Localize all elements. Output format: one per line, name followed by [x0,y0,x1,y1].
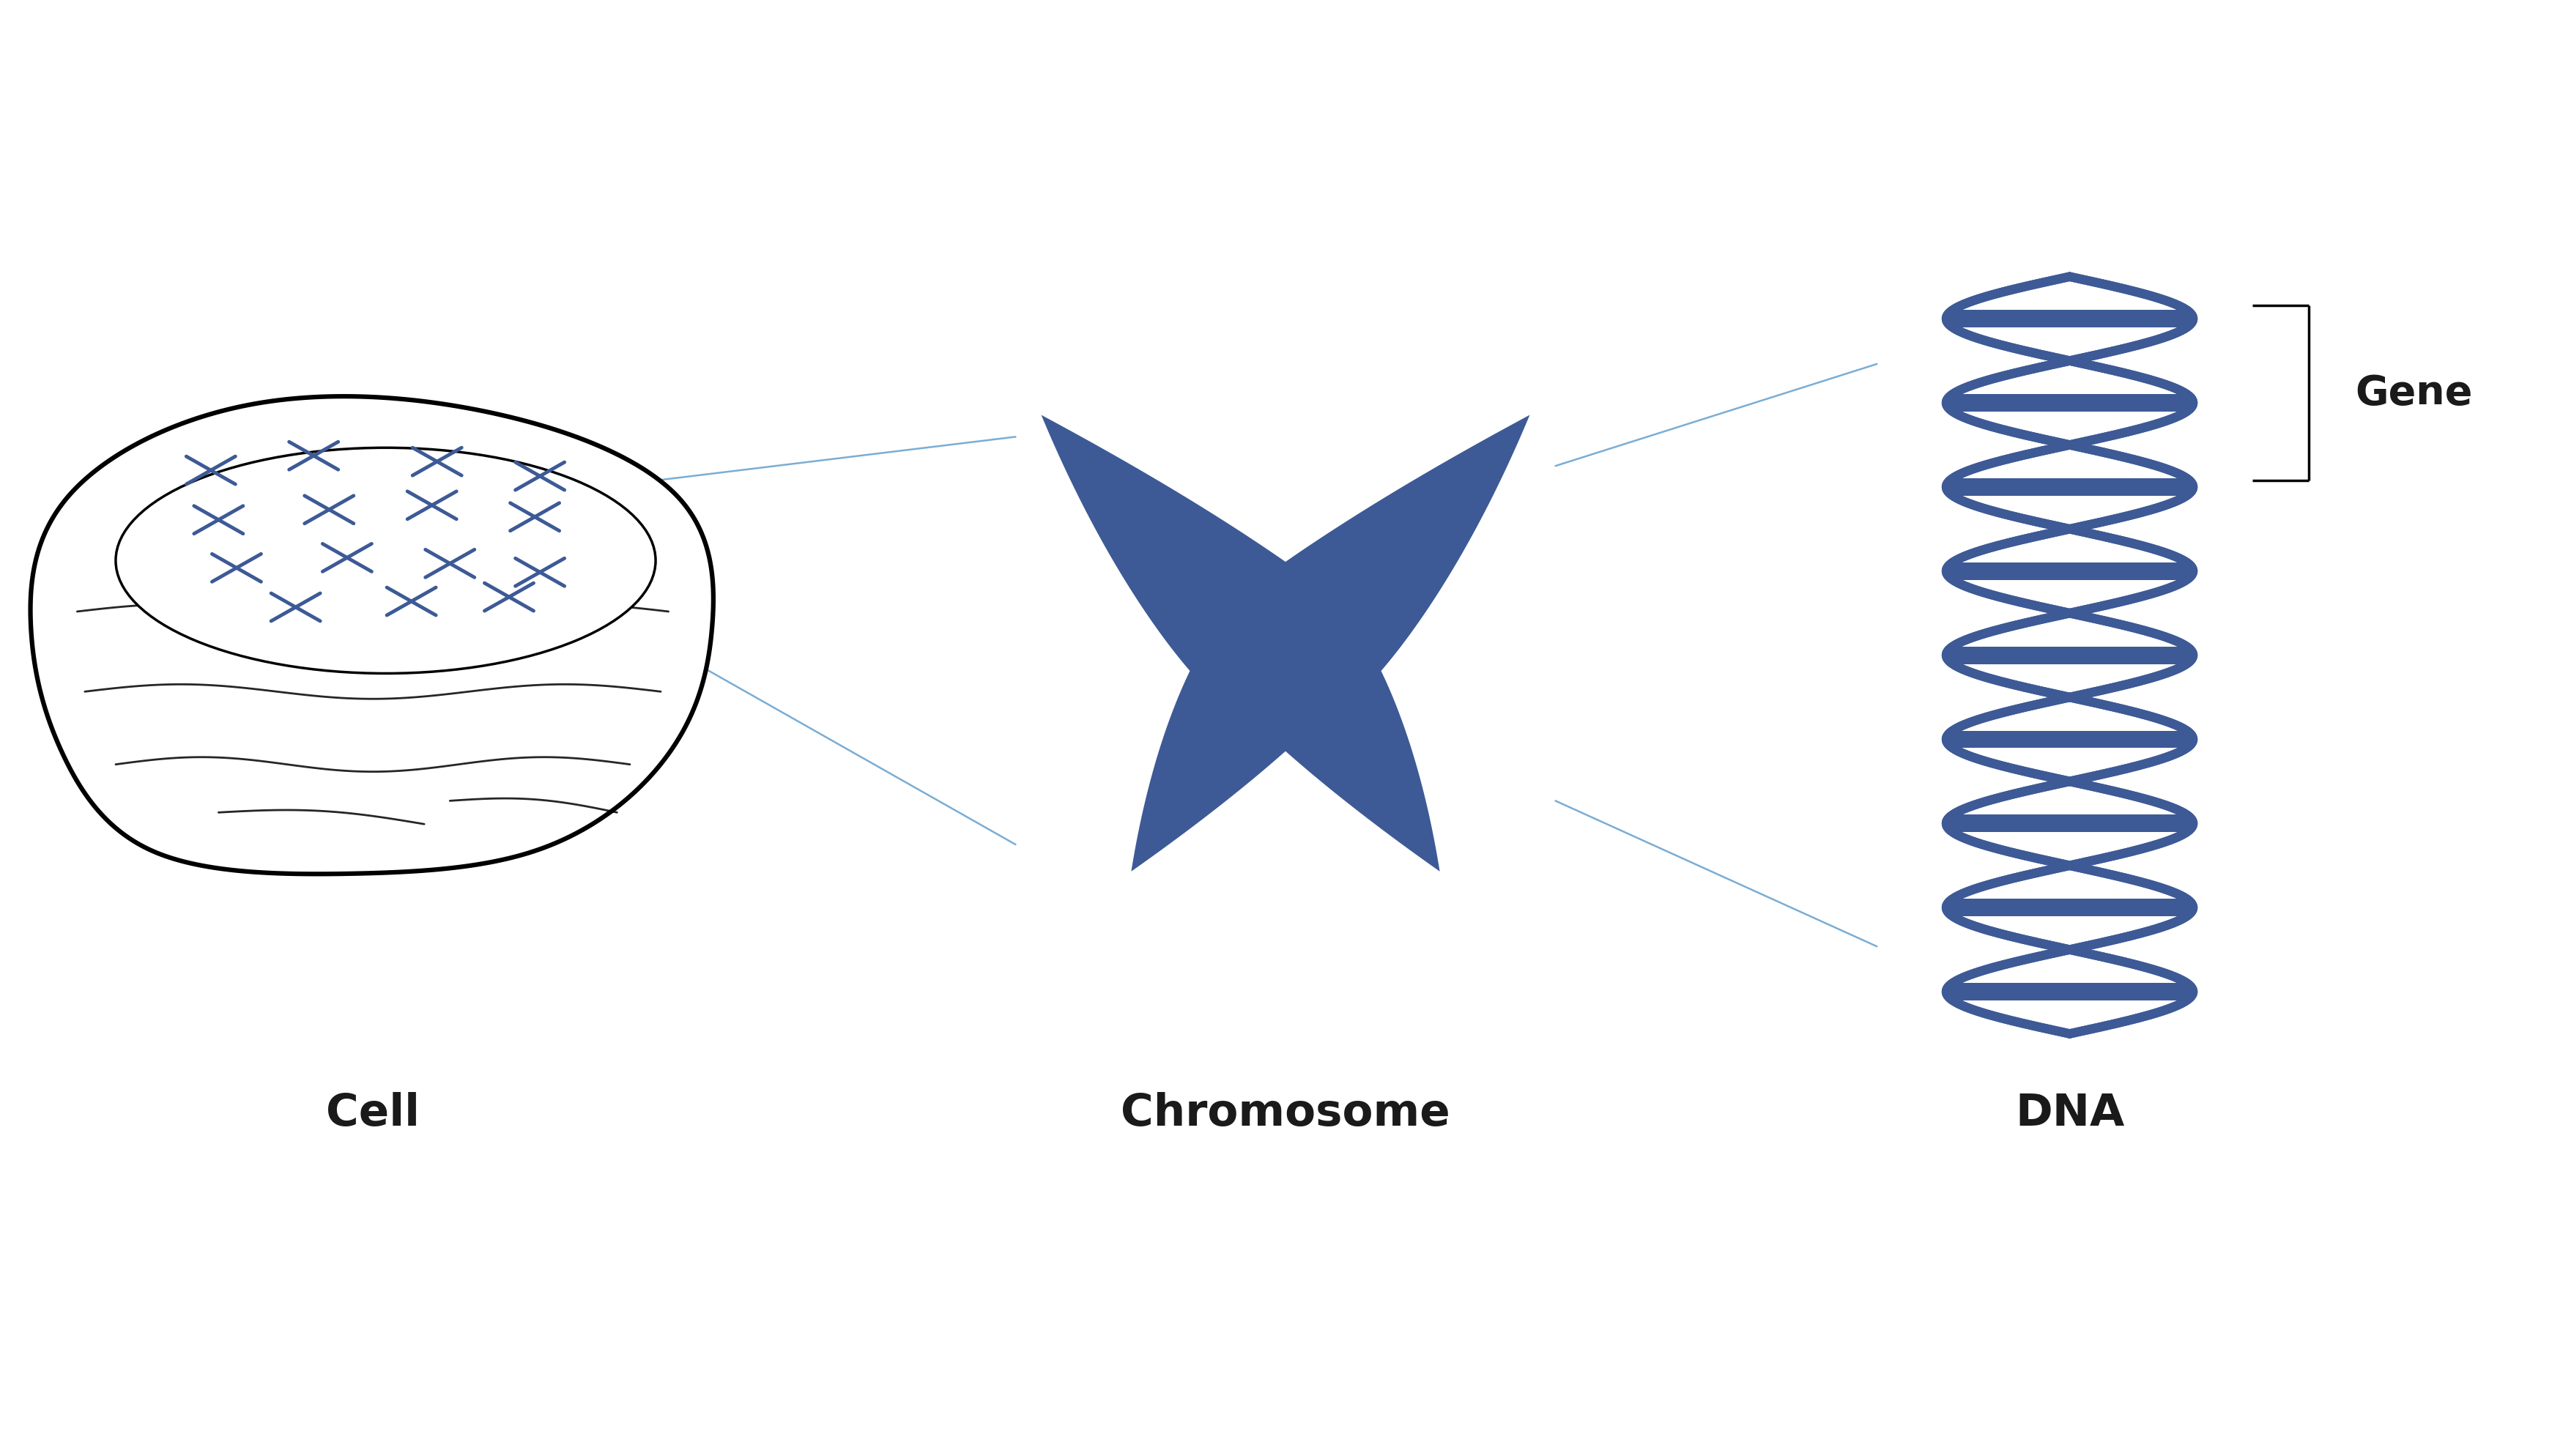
Polygon shape [1131,638,1363,871]
Text: DNA: DNA [2016,1092,2124,1136]
Bar [1946,646,2193,664]
Bar [1946,395,2193,412]
Bar [1946,478,2193,495]
Polygon shape [1208,638,1440,871]
Bar [1946,983,2193,1000]
Ellipse shape [116,448,656,673]
Ellipse shape [1232,625,1339,686]
Bar [1946,815,2193,833]
Bar [1946,310,2193,328]
Text: Cell: Cell [327,1092,419,1136]
Bar [1946,731,2193,748]
Bar [1946,562,2193,579]
Bar [1946,898,2193,916]
PathPatch shape [31,396,712,874]
Text: Gene: Gene [2355,373,2473,414]
Polygon shape [1041,415,1370,683]
Polygon shape [1201,415,1530,683]
Text: Chromosome: Chromosome [1121,1092,1450,1136]
